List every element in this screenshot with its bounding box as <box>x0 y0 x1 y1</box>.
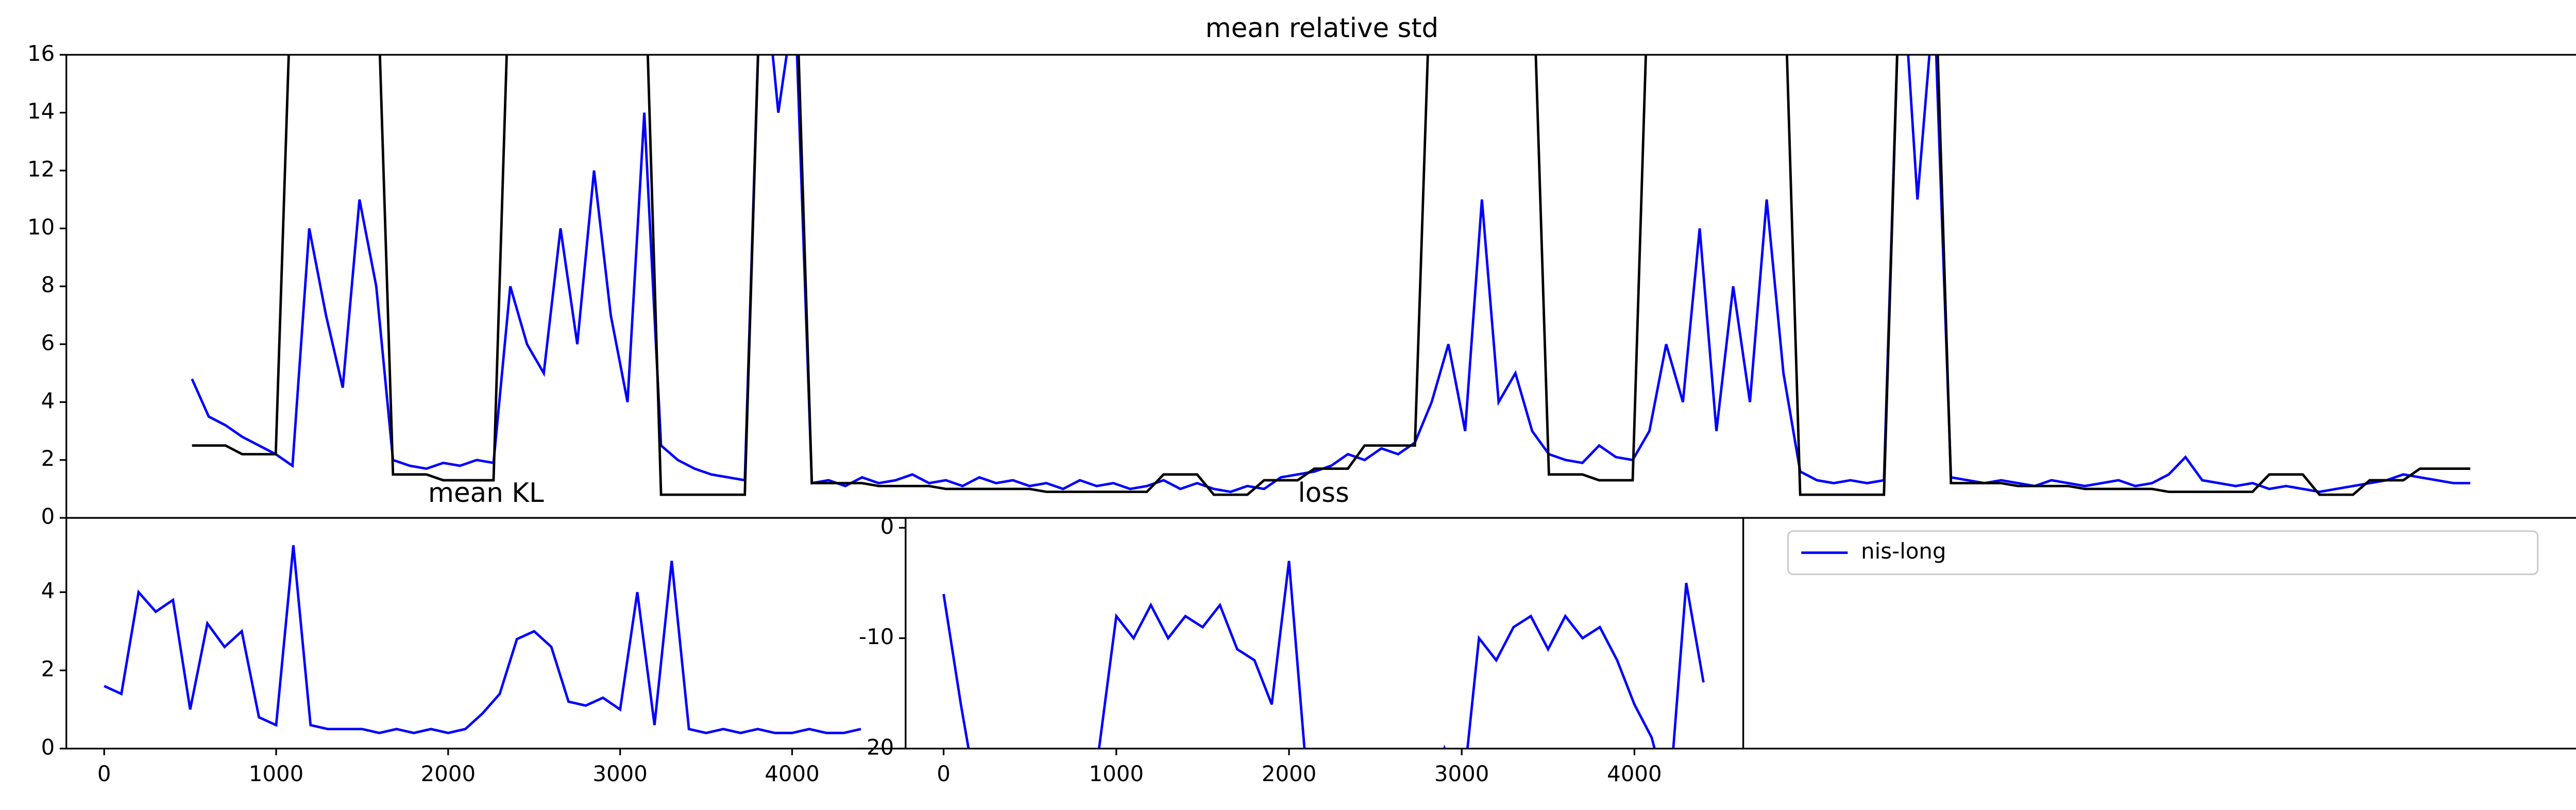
chart-title: loss <box>1298 478 1349 509</box>
x-tick-label: 4000 <box>1607 761 1662 786</box>
x-tick-label: 3000 <box>592 761 647 786</box>
x-tick-label: 1000 <box>249 761 303 786</box>
axes-frame <box>65 54 2576 519</box>
y-tick-label: 6 <box>41 330 55 356</box>
x-tick-label: 1000 <box>1089 761 1143 786</box>
chart-title: mean relative std <box>1205 13 1438 44</box>
x-tick-label: 0 <box>97 761 111 786</box>
legend-label: nis-long <box>1861 538 1946 564</box>
y-tick-label: 12 <box>27 156 55 181</box>
series-line <box>942 561 1705 749</box>
y-tick-label: 2 <box>41 446 55 471</box>
series-line <box>191 55 2470 493</box>
y-tick-label: -10 <box>859 624 894 649</box>
y-tick-label: 14 <box>27 98 55 124</box>
y-tick-label: 8 <box>41 272 55 297</box>
x-tick-label: 0 <box>937 761 951 786</box>
series-line <box>192 55 2470 496</box>
y-tick-label: 0 <box>41 504 55 529</box>
y-tick-label: 0 <box>880 514 894 539</box>
y-tick-label: -20 <box>859 734 894 760</box>
y-tick-label: 2 <box>41 656 55 682</box>
x-tick-label: 2000 <box>421 761 476 786</box>
y-tick-label: 4 <box>41 388 55 413</box>
y-tick-label: 0 <box>41 734 55 760</box>
y-tick-label: 16 <box>27 41 55 66</box>
x-tick-label: 4000 <box>765 761 819 786</box>
legend-box <box>1787 530 2539 576</box>
axes-frame <box>905 517 1744 750</box>
x-tick-label: 3000 <box>1434 761 1489 786</box>
x-tick-label: 2000 <box>1262 761 1316 786</box>
y-tick-label: 4 <box>41 578 55 603</box>
axes-frame <box>65 517 907 750</box>
chart-title: mean KL <box>428 478 544 509</box>
y-tick-label: 10 <box>27 214 55 240</box>
series-line <box>104 545 861 734</box>
